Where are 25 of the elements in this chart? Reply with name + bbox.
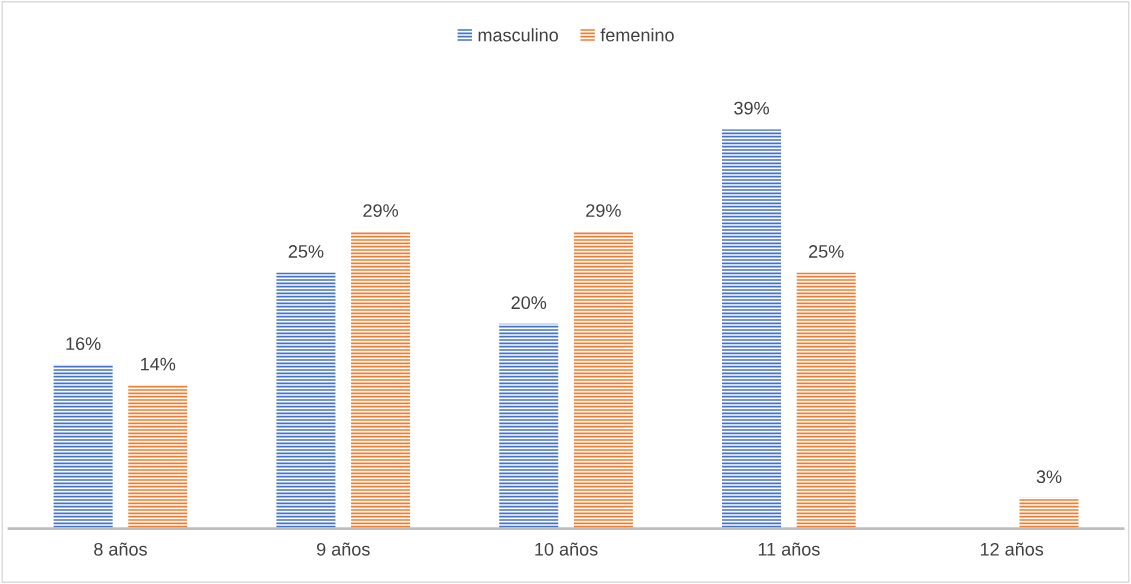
data-label: 16%	[66, 337, 101, 351]
bar	[351, 231, 411, 529]
x-tick-label: 8 años	[94, 542, 147, 556]
legend-label: femenino	[600, 28, 674, 42]
bar	[499, 323, 559, 529]
legend-label: masculino	[478, 28, 558, 42]
data-label: 29%	[363, 204, 399, 217]
x-tick-label: 10 años	[535, 542, 598, 556]
x-tick-label: 12 años	[980, 542, 1044, 556]
data-label: 39%	[734, 101, 769, 115]
data-label: 25%	[288, 245, 324, 258]
data-label: 3%	[1036, 470, 1062, 484]
bar	[573, 231, 633, 529]
bar	[128, 385, 188, 529]
bar	[722, 129, 782, 529]
x-tick-label: 9 años	[317, 542, 370, 556]
bar	[796, 272, 856, 529]
data-label: 20%	[511, 296, 547, 310]
bar	[53, 364, 113, 529]
bar	[276, 272, 336, 529]
data-label: 25%	[809, 245, 844, 258]
data-label: 14%	[141, 357, 176, 371]
x-tick-label: 11 años	[758, 542, 820, 556]
data-label: 29%	[586, 204, 621, 217]
bar	[1019, 497, 1079, 529]
